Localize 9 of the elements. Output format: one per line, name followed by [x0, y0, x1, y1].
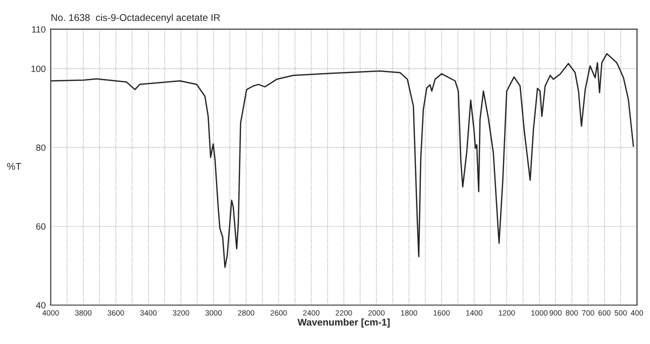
y-axis-title: %T: [7, 162, 22, 170]
y-tick-label: 110: [32, 26, 46, 33]
y-tick-label: 80: [36, 144, 46, 151]
line-series: [50, 53, 634, 268]
y-tick-label: 60: [36, 223, 46, 230]
x-axis-title: Wavenumber [cm-1]: [298, 318, 390, 328]
chart-title: No. 1638 cis-9-Octadecenyl acetate IR: [52, 14, 220, 23]
y-tick-label: 40: [36, 302, 46, 308]
y-tick-label: 100: [31, 66, 46, 72]
